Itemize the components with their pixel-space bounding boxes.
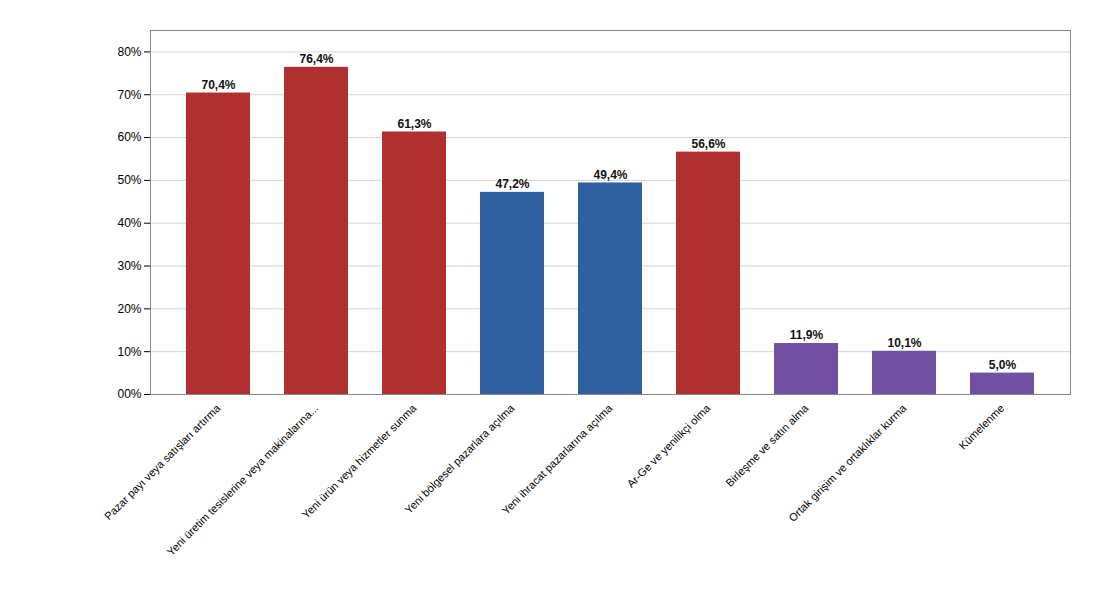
svg-text:76,4%: 76,4% xyxy=(299,52,333,66)
svg-text:50%: 50% xyxy=(117,173,141,187)
svg-text:Yeni üretim tesislerine veya m: Yeni üretim tesislerine veya makinaların… xyxy=(164,402,320,558)
svg-text:20%: 20% xyxy=(117,302,141,316)
svg-text:10%: 10% xyxy=(117,345,141,359)
svg-text:5,0%: 5,0% xyxy=(989,358,1017,372)
svg-text:61,3%: 61,3% xyxy=(397,117,431,131)
svg-text:Ar-Ge ve yenilikçi olma: Ar-Ge ve yenilikçi olma xyxy=(624,401,713,490)
svg-text:10,1%: 10,1% xyxy=(887,336,921,350)
svg-text:56,6%: 56,6% xyxy=(691,137,725,151)
svg-text:Pazar payı veya satışları artı: Pazar payı veya satışları artırma xyxy=(102,401,223,522)
svg-text:40%: 40% xyxy=(117,216,141,230)
svg-text:00%: 00% xyxy=(117,387,141,401)
svg-text:47,2%: 47,2% xyxy=(495,177,529,191)
svg-text:11,9%: 11,9% xyxy=(790,328,824,342)
svg-text:Yeni ürün veya hizmetler sunma: Yeni ürün veya hizmetler sunma xyxy=(300,401,420,521)
svg-text:49,4%: 49,4% xyxy=(593,168,627,182)
svg-text:Yeni ihracat pazarlarına açılm: Yeni ihracat pazarlarına açılma xyxy=(499,401,615,517)
svg-text:Kümelenme: Kümelenme xyxy=(956,402,1006,452)
svg-text:30%: 30% xyxy=(117,259,141,273)
svg-text:60%: 60% xyxy=(117,130,141,144)
svg-text:80%: 80% xyxy=(117,45,141,59)
svg-text:Yeni bölgesel pazarlara açılma: Yeni bölgesel pazarlara açılma xyxy=(402,401,517,516)
svg-text:70,4%: 70,4% xyxy=(201,78,235,92)
svg-text:Birleşme ve satın alma: Birleşme ve satın alma xyxy=(723,401,811,489)
svg-text:70%: 70% xyxy=(117,88,141,102)
svg-text:Ortak girişim ve ortaklıklar k: Ortak girişim ve ortaklıklar kurma xyxy=(786,401,909,524)
